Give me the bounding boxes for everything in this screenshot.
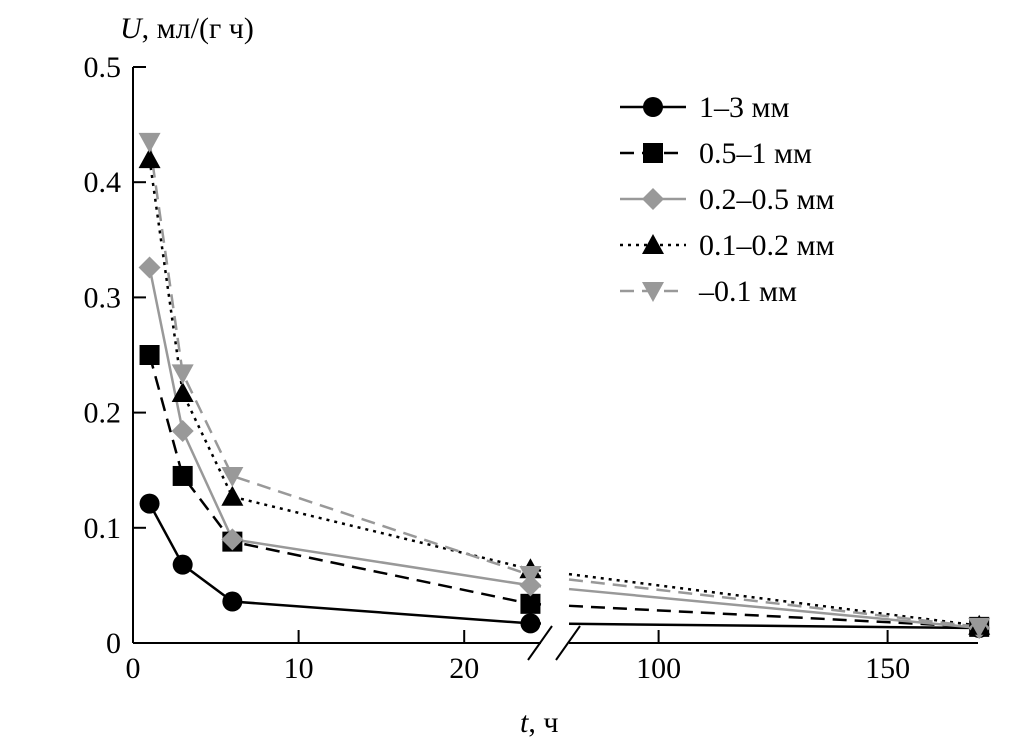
data-point-series-5 (138, 132, 161, 153)
x-tick-label: 150 (865, 652, 910, 685)
x-axis-break-mark (527, 625, 581, 661)
data-point-series-3 (138, 256, 161, 279)
legend-label: 1–3 мм (699, 91, 789, 124)
y-tick-label: 0.2 (84, 397, 122, 430)
legend-label: 0.1–0.2 мм (699, 229, 834, 262)
legend-marker (642, 234, 664, 254)
data-point-series-3 (171, 420, 194, 443)
legend-label: 0.5–1 мм (699, 137, 812, 170)
legend-label: –0.1 мм (698, 275, 797, 308)
legend-marker (643, 97, 663, 117)
y-axis-ticks: 0 0.1 0.2 0.3 0.4 0.5 (84, 51, 146, 660)
data-point-series-5 (171, 364, 194, 385)
y-axis-variable: U (120, 12, 144, 45)
y-axis-title: U, мл/(г ч) (120, 12, 254, 45)
x-tick-label: 0 (126, 652, 141, 685)
legend-label: 0.2–0.5 мм (699, 183, 834, 216)
data-point-series-1 (222, 591, 243, 612)
data-point-series-3 (221, 528, 244, 551)
x-axis-variable: t (520, 706, 529, 739)
series-line-3-after-break (568, 587, 980, 630)
series-line-4 (148, 158, 531, 571)
series-line-4-after-break (568, 572, 980, 627)
y-axis-unit: , мл/(г ч) (142, 12, 254, 45)
legend-marker (642, 188, 664, 210)
y-tick-label: 0.5 (84, 51, 122, 84)
plot-series-lines (148, 141, 980, 630)
series-line-1-after-break (568, 622, 980, 630)
y-tick-label: 0.4 (84, 166, 122, 199)
series-line-3 (148, 267, 531, 587)
data-point-series-1 (520, 613, 541, 634)
y-tick-label: 0 (106, 627, 121, 660)
series-line-5-after-break (568, 578, 980, 629)
plot-series-markers (138, 132, 991, 640)
data-point-series-4 (221, 485, 244, 506)
axis-break-slash-2 (555, 625, 581, 661)
legend-marker (642, 282, 664, 302)
data-point-series-4 (138, 148, 161, 169)
data-point-series-5 (221, 466, 244, 487)
series-line-2 (148, 354, 531, 606)
x-tick-label: 100 (636, 652, 681, 685)
data-point-series-2 (139, 345, 160, 365)
y-tick-label: 0.3 (84, 281, 122, 314)
legend: 1–3 мм 0.5–1 мм 0.2–0.5 мм 0.1–0.2 мм –0.1 м… (620, 91, 834, 308)
x-axis-ticks: 0 10 20 100 150 (126, 630, 910, 685)
data-point-series-1 (172, 554, 193, 575)
data-point-series-5 (968, 617, 991, 638)
data-point-series-2 (520, 593, 541, 614)
x-axis-unit: , ч (528, 706, 558, 739)
data-point-series-5 (519, 566, 542, 587)
x-axis-title: t, ч (520, 706, 558, 739)
legend-marker (643, 143, 663, 163)
axis-break-slash-1 (527, 625, 553, 661)
y-tick-label: 0.1 (84, 512, 122, 545)
axes: 0 0.1 0.2 0.3 0.4 0.5 0 10 20 100 150 (84, 51, 978, 685)
data-point-series-1 (139, 493, 160, 514)
series-line-5 (148, 141, 531, 577)
x-tick-label: 10 (284, 652, 314, 685)
series-line-2-after-break (568, 604, 980, 629)
series-line-1 (148, 503, 531, 625)
data-point-series-2 (172, 465, 193, 486)
data-point-series-4 (171, 382, 194, 403)
x-tick-label: 20 (449, 652, 479, 685)
